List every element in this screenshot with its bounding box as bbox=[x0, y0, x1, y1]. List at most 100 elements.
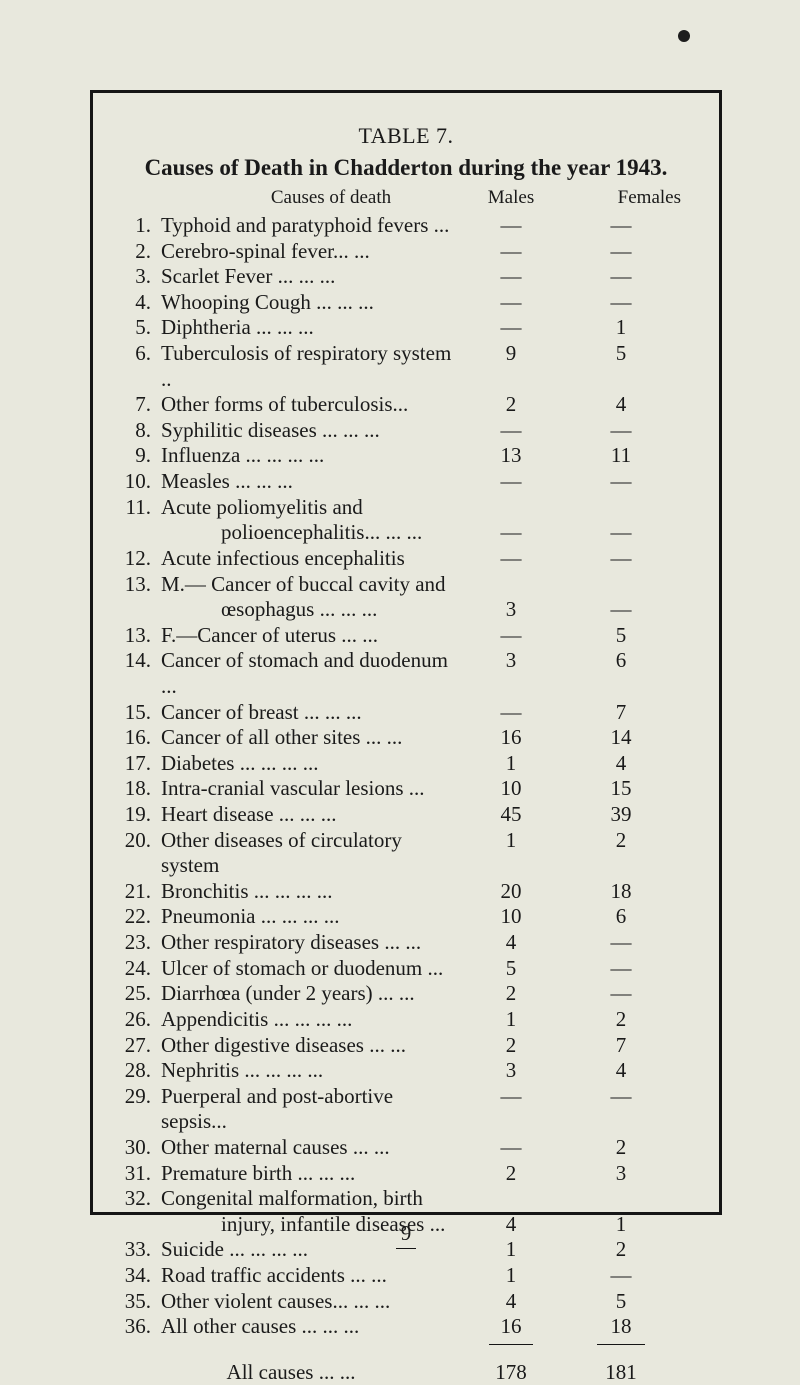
cause-of-death: polioencephalitis... ... ... bbox=[161, 520, 461, 546]
table-row: 30.Other maternal causes ... ...—2 bbox=[121, 1135, 691, 1161]
cause-of-death: Syphilitic diseases ... ... ... bbox=[161, 418, 461, 444]
table-body: 1.Typhoid and paratyphoid fevers ...——2.… bbox=[121, 213, 691, 1340]
cause-of-death: Suicide ... ... ... ... bbox=[161, 1237, 461, 1263]
row-number: 13. bbox=[121, 572, 161, 598]
table-row: 18.Intra-cranial vascular lesions ...101… bbox=[121, 776, 691, 802]
cause-of-death: M.— Cancer of buccal cavity and bbox=[161, 572, 461, 598]
male-count: — bbox=[461, 264, 561, 290]
row-number: 35. bbox=[121, 1289, 161, 1315]
table-row: 9.Influenza ... ... ... ...1311 bbox=[121, 443, 691, 469]
female-count: — bbox=[561, 597, 681, 623]
row-number: 6. bbox=[121, 341, 161, 367]
row-number: 12. bbox=[121, 546, 161, 572]
male-count: 1 bbox=[461, 1263, 561, 1289]
table-row: 11.Acute poliomyelitis and bbox=[121, 495, 691, 521]
table-row: 22.Pneumonia ... ... ... ...106 bbox=[121, 904, 691, 930]
male-count: 4 bbox=[461, 1289, 561, 1315]
row-number: 34. bbox=[121, 1263, 161, 1289]
row-number: 8. bbox=[121, 418, 161, 444]
table-row: 17.Diabetes ... ... ... ...14 bbox=[121, 751, 691, 777]
table-row: 13.F.—Cancer of uterus ... ...—5 bbox=[121, 623, 691, 649]
female-count: 6 bbox=[561, 904, 681, 930]
female-count: 5 bbox=[561, 341, 681, 367]
row-number: 19. bbox=[121, 802, 161, 828]
row-number: 9. bbox=[121, 443, 161, 469]
row-number: 2. bbox=[121, 239, 161, 265]
table-row: 21.Bronchitis ... ... ... ...2018 bbox=[121, 879, 691, 905]
table-title: Causes of Death in Chadderton during the… bbox=[121, 155, 691, 181]
row-number: 5. bbox=[121, 315, 161, 341]
female-count: 2 bbox=[561, 1135, 681, 1161]
row-number: 16. bbox=[121, 725, 161, 751]
row-number: 7. bbox=[121, 392, 161, 418]
male-count: 4 bbox=[461, 1212, 561, 1238]
male-count: 5 bbox=[461, 956, 561, 982]
female-count: 18 bbox=[561, 879, 681, 905]
table-row: 25.Diarrhœa (under 2 years) ... ...2— bbox=[121, 981, 691, 1007]
table-row: 14.Cancer of stomach and duodenum ...36 bbox=[121, 648, 691, 699]
cause-of-death: Tuberculosis of respiratory system .. bbox=[161, 341, 461, 392]
cause-of-death: Other forms of tuberculosis... bbox=[161, 392, 461, 418]
table-subrow: œsophagus ... ... ...3— bbox=[121, 597, 691, 623]
table-row: 31.Premature birth ... ... ...23 bbox=[121, 1161, 691, 1187]
male-count: — bbox=[461, 315, 561, 341]
female-count: — bbox=[561, 1263, 681, 1289]
table-number-label: TABLE 7. bbox=[121, 123, 691, 149]
row-number: 1. bbox=[121, 213, 161, 239]
cause-of-death: Other respiratory diseases ... ... bbox=[161, 930, 461, 956]
male-count: 2 bbox=[461, 392, 561, 418]
cause-of-death: Cerebro-spinal fever... ... bbox=[161, 239, 461, 265]
cause-of-death: F.—Cancer of uterus ... ... bbox=[161, 623, 461, 649]
cause-of-death: Intra-cranial vascular lesions ... bbox=[161, 776, 461, 802]
table-row: 15.Cancer of breast ... ... ...—7 bbox=[121, 700, 691, 726]
table-row: 6.Tuberculosis of respiratory system ..9… bbox=[121, 341, 691, 392]
male-count: 2 bbox=[461, 1033, 561, 1059]
cause-of-death: Influenza ... ... ... ... bbox=[161, 443, 461, 469]
row-number: 3. bbox=[121, 264, 161, 290]
cause-of-death: Diabetes ... ... ... ... bbox=[161, 751, 461, 777]
row-number: 31. bbox=[121, 1161, 161, 1187]
table-row: 24.Ulcer of stomach or duodenum ...5— bbox=[121, 956, 691, 982]
row-number: 26. bbox=[121, 1007, 161, 1033]
male-count: — bbox=[461, 623, 561, 649]
table-row: 2.Cerebro-spinal fever... ...—— bbox=[121, 239, 691, 265]
cause-of-death: Heart disease ... ... ... bbox=[161, 802, 461, 828]
cause-of-death: Other maternal causes ... ... bbox=[161, 1135, 461, 1161]
male-count: — bbox=[461, 290, 561, 316]
cause-of-death: Acute poliomyelitis and bbox=[161, 495, 461, 521]
row-number: 10. bbox=[121, 469, 161, 495]
cause-of-death: Congenital malformation, birth bbox=[161, 1186, 461, 1212]
total-label: All causes ... ... bbox=[121, 1360, 461, 1385]
row-number: 14. bbox=[121, 648, 161, 674]
female-count: — bbox=[561, 213, 681, 239]
female-count: 3 bbox=[561, 1161, 681, 1187]
male-count: 10 bbox=[461, 904, 561, 930]
table-row: 27.Other digestive diseases ... ...27 bbox=[121, 1033, 691, 1059]
table-row: 4.Whooping Cough ... ... ...—— bbox=[121, 290, 691, 316]
cause-of-death: Appendicitis ... ... ... ... bbox=[161, 1007, 461, 1033]
male-count: 2 bbox=[461, 1161, 561, 1187]
row-number: 15. bbox=[121, 700, 161, 726]
male-count: 1 bbox=[461, 751, 561, 777]
male-count: — bbox=[461, 520, 561, 546]
male-count: 3 bbox=[461, 1058, 561, 1084]
male-count: — bbox=[461, 1084, 561, 1110]
cause-of-death: All other causes ... ... ... bbox=[161, 1314, 461, 1340]
female-count: 18 bbox=[561, 1314, 681, 1340]
male-count: 3 bbox=[461, 648, 561, 674]
header-males: Males bbox=[461, 187, 561, 209]
female-count: 1 bbox=[561, 1212, 681, 1238]
female-count: 2 bbox=[561, 1007, 681, 1033]
cause-of-death: Other diseases of circulatory system bbox=[161, 828, 461, 879]
table-row: 16.Cancer of all other sites ... ...1614 bbox=[121, 725, 691, 751]
female-count: — bbox=[561, 264, 681, 290]
table-row: 35.Other violent causes... ... ...45 bbox=[121, 1289, 691, 1315]
table-row: 10.Measles ... ... ...—— bbox=[121, 469, 691, 495]
female-count: 5 bbox=[561, 623, 681, 649]
cause-of-death: Typhoid and paratyphoid fevers ... bbox=[161, 213, 461, 239]
row-number: 32. bbox=[121, 1186, 161, 1212]
dot-decoration bbox=[678, 30, 690, 42]
row-number: 33. bbox=[121, 1237, 161, 1263]
female-count: — bbox=[561, 239, 681, 265]
male-count: 2 bbox=[461, 981, 561, 1007]
